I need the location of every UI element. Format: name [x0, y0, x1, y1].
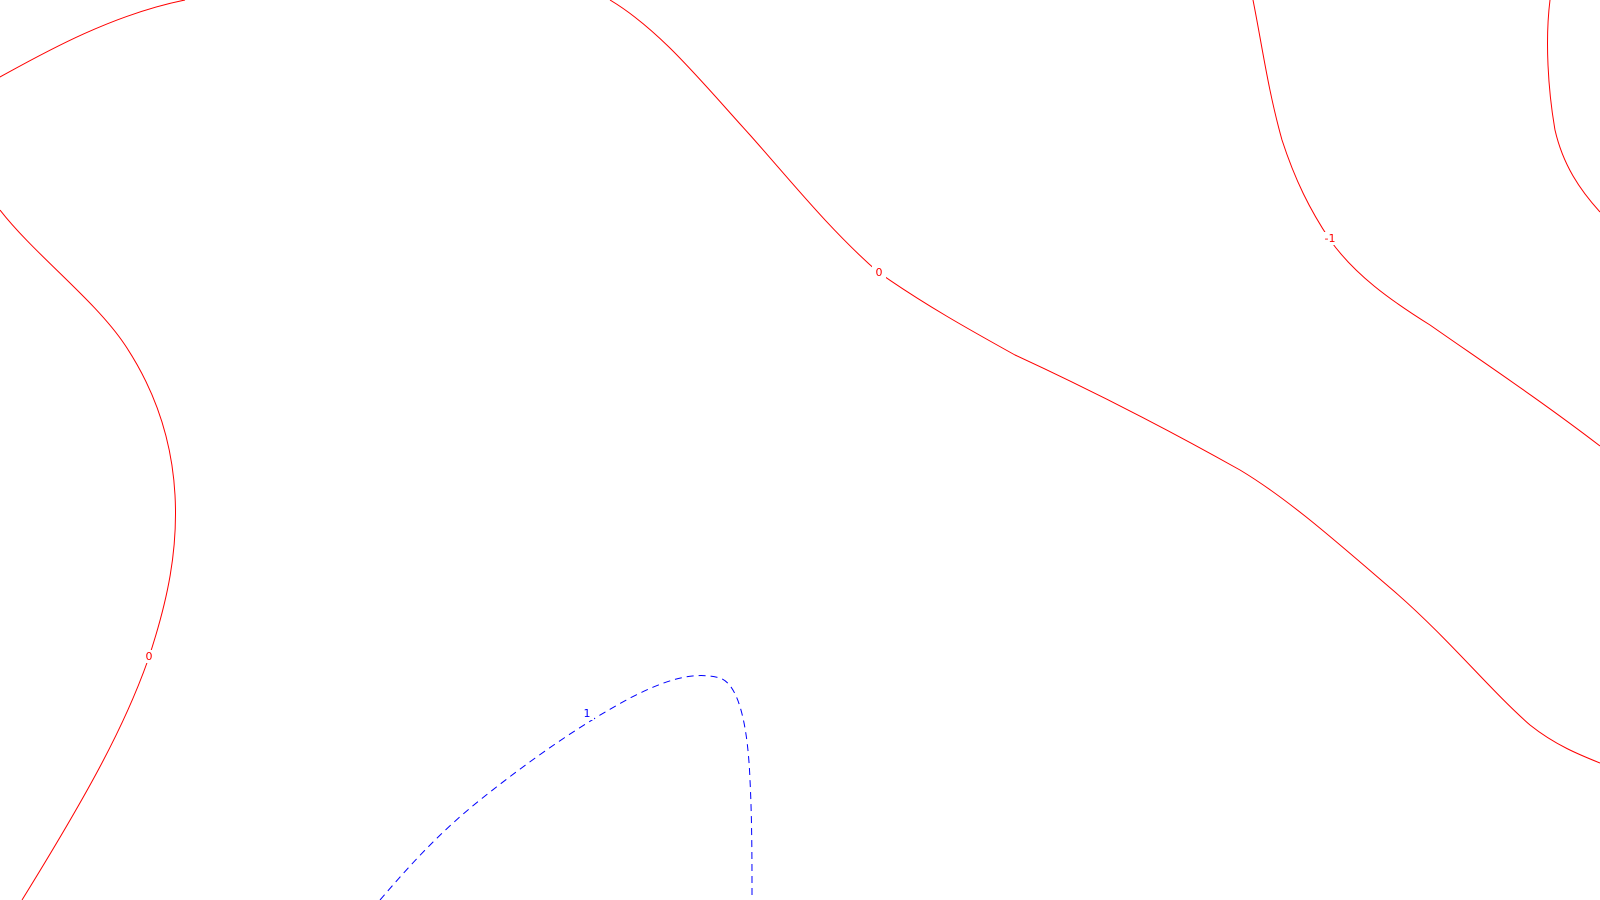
- contour-label-bg: [580, 707, 594, 720]
- contour-label-bg: [142, 650, 156, 663]
- contour-label-minus-1: -1: [1325, 232, 1336, 245]
- contour-label-1: 1: [584, 707, 591, 720]
- contour-line-minus-1-corner: [1547, 0, 1600, 213]
- contour-label-0-main: 0: [876, 266, 883, 279]
- contour-line-0-top-left: [0, 0, 186, 78]
- contour-label-bg: [1320, 232, 1340, 245]
- contour-line-0-main: [609, 0, 1600, 764]
- contour-label-bg: [872, 266, 886, 279]
- contour-line-minus-1: [1252, 0, 1600, 447]
- contour-line-0-left: [0, 209, 176, 900]
- contour-line-1: [379, 675, 753, 900]
- contour-label-0-left: 0: [146, 650, 153, 663]
